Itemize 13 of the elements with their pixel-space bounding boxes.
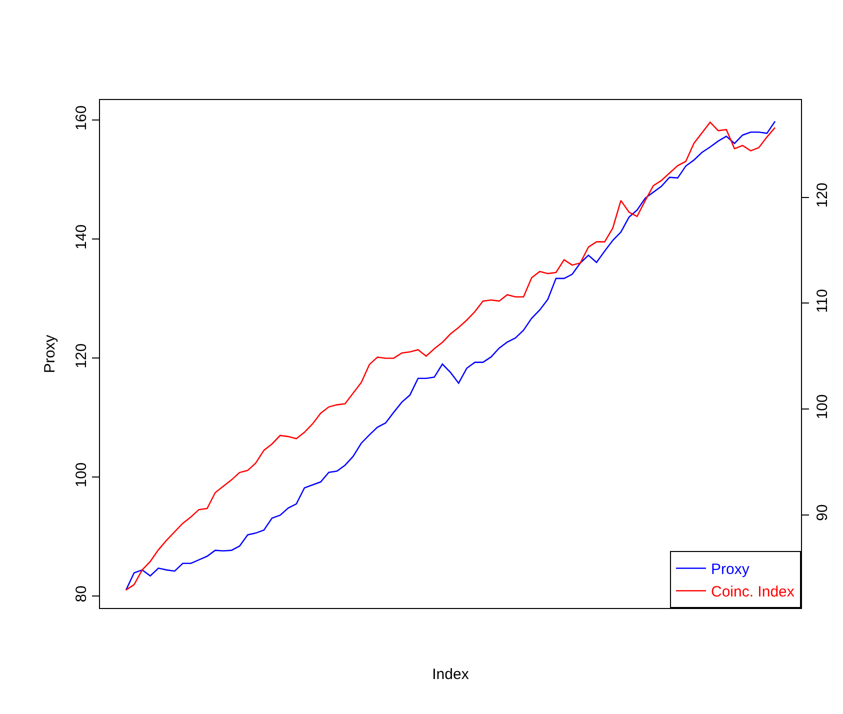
x-axis-title: Index: [432, 666, 470, 683]
legend-label: Coinc. Index: [711, 584, 795, 601]
y-axis-title: Proxy: [41, 334, 58, 374]
y-tick-label: 160: [73, 105, 90, 130]
y2-tick-label: 90: [814, 504, 831, 521]
y2-tick-label: 110: [814, 288, 831, 313]
y-tick-label: 120: [73, 343, 90, 368]
legend-label: Proxy: [711, 561, 750, 578]
y-tick-label: 140: [73, 224, 90, 250]
y2-tick-label: 120: [814, 182, 831, 208]
y-tick-label: 100: [73, 462, 90, 488]
y2-tick-label: 100: [814, 394, 831, 420]
y-tick-label: 80: [73, 586, 90, 602]
